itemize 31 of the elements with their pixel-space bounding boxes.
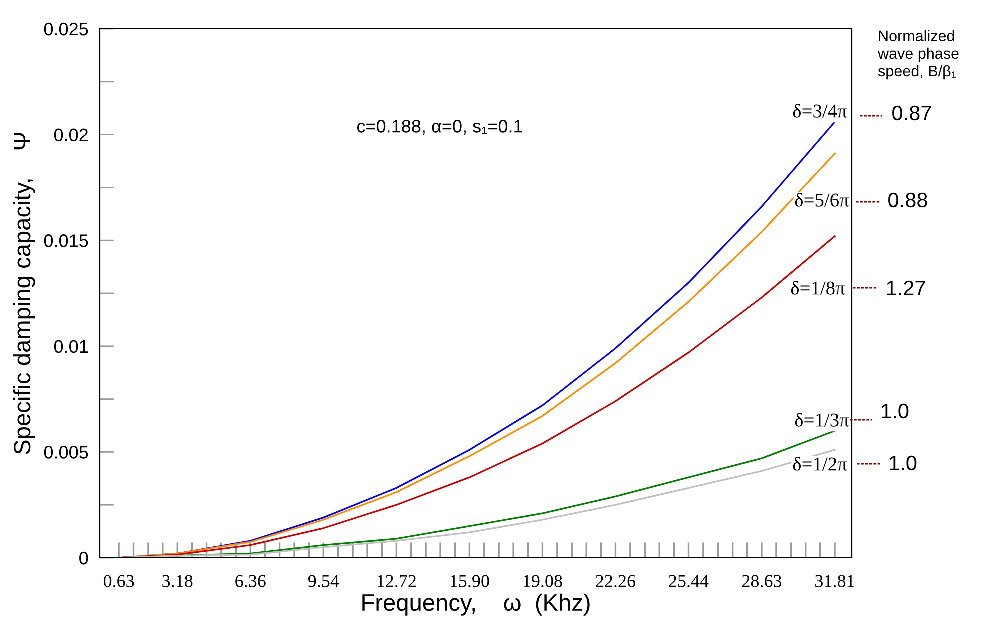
y-tick-label: 0.015: [44, 234, 88, 248]
series-label: δ=1/3π: [795, 413, 850, 427]
x-tick-label: 19.08: [524, 575, 562, 588]
x-tick-label: 9.54: [308, 575, 340, 588]
x-tick-label: 3.18: [162, 575, 193, 588]
x-tick-label: 15.90: [450, 575, 490, 588]
y-tick-label: 0.01: [54, 340, 88, 354]
y-tick-label: 0.005: [44, 446, 88, 459]
x-tick-label: 0.63: [104, 575, 134, 588]
series-label: δ=5/6π: [795, 193, 850, 207]
annotation: c=0.188, α=0, s₁=0.1: [357, 120, 522, 135]
x-axis-title: Frequency, ω (Khz): [362, 594, 590, 616]
text: 1.0: [890, 456, 917, 471]
series-label: δ=1/8π: [791, 281, 846, 295]
text: 1.27: [887, 280, 926, 296]
series-label: δ=3/4π: [793, 104, 848, 118]
y-tick-label: 0: [80, 552, 88, 565]
x-tick-label: 12.72: [378, 575, 416, 588]
text: 0.88: [888, 192, 928, 208]
text: Normalized wave phase speed, B/β₁: [878, 30, 959, 80]
x-tick-label: 22.26: [596, 575, 636, 588]
x-tick-label: 31.81: [816, 575, 854, 588]
series-label: δ=1/2π: [793, 457, 848, 471]
y-tick-label: 0.02: [54, 128, 88, 142]
text: 1.0: [882, 404, 909, 419]
y-tick-label: 0.025: [44, 22, 88, 36]
text: 0.87: [892, 106, 932, 121]
x-tick-label: 6.36: [236, 575, 266, 588]
x-tick-label: 25.44: [669, 575, 709, 588]
y-axis-title: Specific damping capacity, Ψ: [13, 133, 36, 454]
x-tick-label: 28.63: [742, 575, 782, 588]
